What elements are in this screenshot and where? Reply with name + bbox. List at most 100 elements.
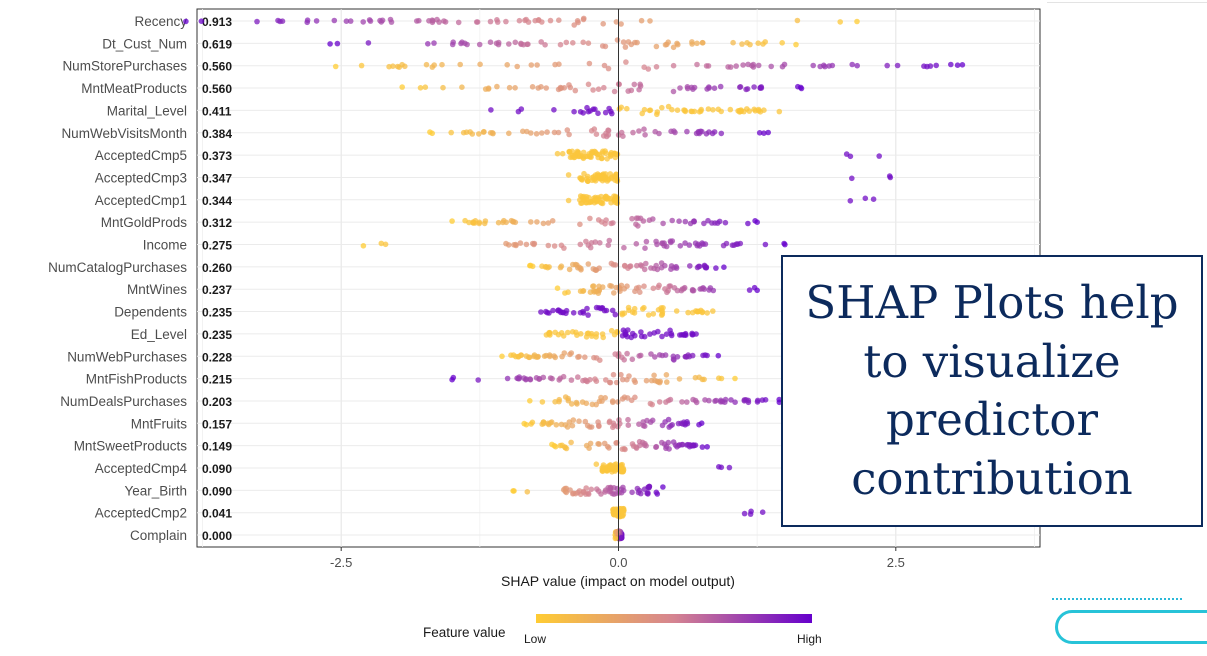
shap-point xyxy=(475,377,482,383)
shap-point xyxy=(687,263,693,269)
legend-high-label: High xyxy=(797,632,822,646)
shap-point xyxy=(886,173,893,179)
shap-point xyxy=(566,131,572,138)
shap-point xyxy=(529,240,536,247)
shap-point xyxy=(618,104,625,111)
shap-point xyxy=(660,305,666,311)
feature-importance-label: 0.000 xyxy=(202,529,232,543)
shap-point xyxy=(710,107,716,113)
feature-name-label: Dependents xyxy=(114,305,187,320)
shap-point xyxy=(641,442,648,448)
shap-point xyxy=(668,330,675,337)
shap-point xyxy=(575,374,581,380)
shap-point xyxy=(365,40,372,46)
shap-point xyxy=(619,513,626,519)
shap-point xyxy=(539,19,545,25)
feature-row-acceptedcmp4: AcceptedCmp4 0.090 xyxy=(95,461,733,476)
shap-point xyxy=(613,440,619,446)
x-axis-title: SHAP value (impact on model output) xyxy=(501,573,735,589)
shap-point xyxy=(638,17,645,24)
shap-point xyxy=(551,107,557,113)
shap-point xyxy=(569,422,576,429)
shap-point xyxy=(682,240,688,246)
shap-point xyxy=(837,19,843,25)
shap-point xyxy=(585,312,591,318)
shap-point xyxy=(691,218,697,225)
shap-point xyxy=(566,266,573,273)
shap-point xyxy=(700,241,706,247)
shap-point xyxy=(781,240,787,247)
shap-point xyxy=(552,354,558,361)
shap-point xyxy=(599,331,606,337)
shap-point xyxy=(543,85,549,91)
shap-point xyxy=(637,81,643,88)
shap-point xyxy=(709,220,715,226)
shap-point xyxy=(663,399,669,405)
shap-point xyxy=(540,220,547,227)
shap-point xyxy=(641,283,647,290)
shap-point xyxy=(826,63,832,69)
shap-point xyxy=(776,396,782,403)
shap-point xyxy=(481,220,488,227)
shap-point xyxy=(501,217,507,224)
shap-point xyxy=(553,422,560,428)
shap-point xyxy=(656,282,662,289)
shap-point xyxy=(598,175,605,181)
shap-point xyxy=(523,241,530,248)
shap-point xyxy=(666,424,672,430)
shap-point xyxy=(575,354,581,360)
shap-point xyxy=(612,351,618,357)
shap-point xyxy=(546,352,553,358)
shap-point xyxy=(540,420,547,427)
shap-point xyxy=(462,40,468,47)
shap-point xyxy=(711,85,718,91)
feature-name-label: MntWines xyxy=(127,282,187,297)
feature-name-label: Ed_Level xyxy=(131,327,187,342)
feature-name-label: AcceptedCmp1 xyxy=(95,193,187,208)
shap-point xyxy=(669,106,675,113)
shap-point xyxy=(402,63,408,70)
shap-point xyxy=(762,39,768,45)
shap-point xyxy=(591,354,597,361)
feature-row-acceptedcmp1: AcceptedCmp1 0.344 xyxy=(95,193,877,208)
shap-point xyxy=(768,63,774,70)
shap-point xyxy=(641,126,647,132)
shap-point xyxy=(705,63,712,69)
shap-point xyxy=(554,285,561,292)
shap-point xyxy=(578,331,584,337)
shap-point xyxy=(599,305,605,311)
decorative-dotted-line xyxy=(1052,598,1182,600)
shap-point xyxy=(495,219,502,226)
shap-point xyxy=(571,152,578,159)
shap-point xyxy=(611,491,617,497)
shap-point xyxy=(608,175,615,182)
shap-point xyxy=(732,375,738,382)
shap-point xyxy=(779,40,785,46)
shap-point xyxy=(686,242,693,248)
shap-point xyxy=(487,18,494,25)
shap-point xyxy=(670,44,677,51)
shap-point xyxy=(327,41,333,47)
shap-point xyxy=(580,489,587,496)
shap-point xyxy=(429,130,436,137)
shap-point xyxy=(598,394,604,401)
shap-point xyxy=(670,62,677,69)
shap-point xyxy=(586,60,593,67)
shap-point xyxy=(795,83,801,90)
shap-point xyxy=(275,17,281,24)
shap-point xyxy=(602,221,608,227)
shap-point xyxy=(723,240,730,247)
shap-point xyxy=(439,61,445,68)
shap-point xyxy=(533,375,540,381)
shap-point xyxy=(718,130,725,137)
shap-point xyxy=(650,285,657,292)
shap-point xyxy=(677,85,683,91)
shap-point xyxy=(566,149,573,155)
shap-point xyxy=(757,85,764,91)
shap-point xyxy=(606,419,613,426)
shap-point xyxy=(621,244,627,251)
shap-point xyxy=(672,129,678,136)
shap-point xyxy=(626,307,632,314)
shap-point xyxy=(587,440,594,447)
shap-point xyxy=(656,130,662,137)
